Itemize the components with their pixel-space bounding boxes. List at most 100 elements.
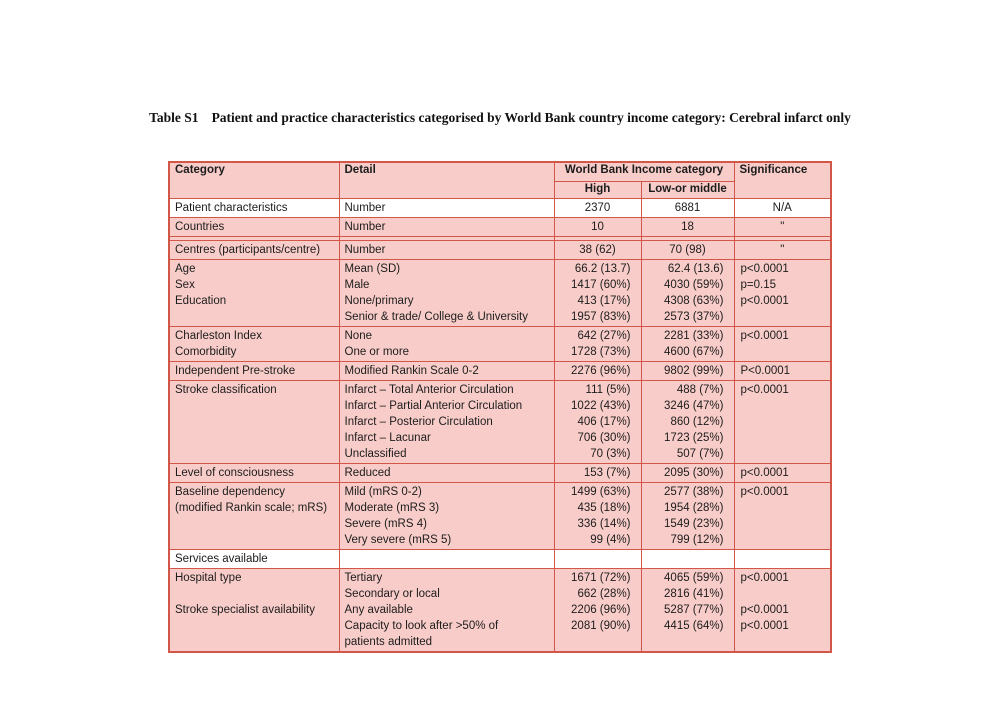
cell-high: 66.2 (13.7) 1417 (60%) 413 (17%) 1957 (83%) bbox=[553, 259, 642, 327]
cell-line: Comorbidity bbox=[175, 346, 237, 358]
cell-low: 62.4 (13.6) 4030 (59%) 4308 (63%) 2573 (37%… bbox=[640, 259, 735, 327]
cell-line: Independent Pre-stroke bbox=[175, 365, 296, 377]
column-header-high: High bbox=[553, 181, 642, 199]
cell-line: 1728 (73%) bbox=[571, 346, 631, 358]
cell-line: Education bbox=[175, 295, 227, 307]
cell-line: 2081 (90%) bbox=[571, 620, 631, 632]
cell-line: 5287 (77%) bbox=[664, 604, 724, 616]
cell-line: Reduced bbox=[344, 467, 391, 479]
cell-detail: Number bbox=[338, 198, 555, 218]
table-row-age-sex-education: Age Sex Education Mean (SD) Male None/primary… bbox=[168, 259, 832, 327]
cell-line: None/primary bbox=[344, 295, 414, 307]
header-row-main: Category Detail World Bank Income catego… bbox=[168, 161, 832, 199]
cell-category: Countries bbox=[168, 217, 340, 237]
cell-line: Number bbox=[344, 202, 386, 214]
cell-line: Services available bbox=[175, 553, 268, 565]
cell-line: N/A bbox=[772, 202, 792, 214]
cell-line: p<0.0001 bbox=[740, 572, 789, 584]
column-header-category: Category bbox=[168, 161, 340, 199]
cell-line: 4030 (59%) bbox=[664, 279, 724, 291]
cell-category: Baseline dependency (modified Rankin scal… bbox=[168, 482, 340, 550]
cell-line: Male bbox=[344, 279, 370, 291]
cell-line: Mean (SD) bbox=[344, 263, 401, 275]
cell-line: Capacity to look after >50% of bbox=[344, 620, 499, 632]
table-body: Patient characteristics Number 2370 6881 N/A… bbox=[168, 198, 832, 653]
cell-line: 18 bbox=[681, 221, 694, 233]
cell-line: Infarct – Posterior Circulation bbox=[344, 416, 493, 428]
cell-line: p<0.0001 bbox=[740, 295, 789, 307]
cell-line: " bbox=[780, 244, 785, 256]
cell-line: Very severe (mRS 5) bbox=[344, 534, 452, 546]
cell-high: 153 (7%) bbox=[553, 463, 642, 483]
cell-high: 642 (27%) 1728 (73%) bbox=[553, 326, 642, 362]
column-header-income-group: World Bank Income category bbox=[553, 161, 735, 182]
cell-detail: None One or more bbox=[338, 326, 555, 362]
cell-significance: p<0.0001 p<0.0001 p<0.0001 bbox=[733, 568, 832, 653]
cell-line: Level of consciousness bbox=[175, 467, 294, 479]
table-caption-label: Table S1 bbox=[149, 110, 199, 125]
cell-line: 860 (12%) bbox=[670, 416, 724, 428]
table-row-hospital-type-specialist: Hospital type Stroke specialist availabi… bbox=[168, 568, 832, 653]
cell-low: 2281 (33%) 4600 (67%) bbox=[640, 326, 735, 362]
cell-line: p<0.0001 bbox=[740, 486, 789, 498]
cell-significance: " bbox=[733, 240, 832, 260]
cell-category: Independent Pre-stroke bbox=[168, 361, 340, 381]
column-header-significance: Significance bbox=[733, 161, 832, 199]
cell-low: 488 (7%) 3246 (47%) 860 (12%) 1723 (25%) 507… bbox=[640, 380, 735, 464]
cell-line: 6881 bbox=[674, 202, 701, 214]
column-header-low: Low-or middle bbox=[640, 181, 735, 199]
cell-high: 2276 (96%) bbox=[553, 361, 642, 381]
cell-line: Secondary or local bbox=[344, 588, 440, 600]
cell-detail: Tertiary Secondary or local Any available C… bbox=[338, 568, 555, 653]
cell-line: 4308 (63%) bbox=[664, 295, 724, 307]
cell-line: 435 (18%) bbox=[577, 502, 631, 514]
cell-line: 799 (12%) bbox=[670, 534, 724, 546]
cell-significance: N/A bbox=[733, 198, 832, 218]
cell-line: Age bbox=[175, 263, 196, 275]
cell-line: Severe (mRS 4) bbox=[344, 518, 427, 530]
cell-low: 2095 (30%) bbox=[640, 463, 735, 483]
cell-line: Any available bbox=[344, 604, 413, 616]
cell-significance: p<0.0001 bbox=[733, 380, 832, 464]
cell-line: 4065 (59%) bbox=[664, 572, 724, 584]
cell-detail: Mild (mRS 0-2) Moderate (mRS 3) Severe (mR… bbox=[338, 482, 555, 550]
cell-significance: p<0.0001 bbox=[733, 463, 832, 483]
cell-line: 1671 (72%) bbox=[571, 572, 631, 584]
table-row-centres: Centres (participants/centre) Number 38 (6… bbox=[168, 240, 832, 260]
table-row-patient-characteristics: Patient characteristics Number 2370 6881 N/A bbox=[168, 198, 832, 218]
cell-line: 66.2 (13.7) bbox=[574, 263, 631, 275]
cell-line: Number bbox=[344, 221, 386, 233]
cell-significance: P<0.0001 bbox=[733, 361, 832, 381]
cell-line: Unclassified bbox=[344, 448, 407, 460]
cell-line: Charleston Index bbox=[175, 330, 262, 342]
cell-line: 1022 (43%) bbox=[571, 400, 631, 412]
cell-category: Hospital type Stroke specialist availabi… bbox=[168, 568, 340, 653]
cell-line: 70 (98) bbox=[669, 244, 706, 256]
cell-line: 706 (30%) bbox=[577, 432, 631, 444]
cell-line: Baseline dependency bbox=[175, 486, 285, 498]
table-caption: Table S1 Patient and practice characteris… bbox=[0, 110, 1000, 126]
cell-line: 70 (3%) bbox=[590, 448, 631, 460]
cell-line: 1723 (25%) bbox=[664, 432, 724, 444]
cell-detail: Number bbox=[338, 240, 555, 260]
cell-category: Charleston Index Comorbidity bbox=[168, 326, 340, 362]
cell-category: Stroke classification bbox=[168, 380, 340, 464]
table-row-baseline-dependency: Baseline dependency (modified Rankin scal… bbox=[168, 482, 832, 550]
cell-significance: p<0.0001 p=0.15 p<0.0001 bbox=[733, 259, 832, 327]
cell-line: p<0.0001 bbox=[740, 604, 789, 616]
cell-high: 1499 (63%) 435 (18%) 336 (14%) 99 (4%) bbox=[553, 482, 642, 550]
cell-line: 99 (4%) bbox=[590, 534, 631, 546]
column-header-detail: Detail bbox=[338, 161, 555, 199]
cell-line: Centres (participants/centre) bbox=[175, 244, 321, 256]
cell-line: 488 (7%) bbox=[676, 384, 724, 396]
cell-line: None bbox=[344, 330, 373, 342]
cell-line: 1549 (23%) bbox=[664, 518, 724, 530]
cell-line: Patient characteristics bbox=[175, 202, 288, 214]
cell-significance: p<0.0001 bbox=[733, 326, 832, 362]
cell-high: 111 (5%) 1022 (43%) 406 (17%) 706 (30%) 70 (… bbox=[553, 380, 642, 464]
cell-line bbox=[175, 586, 334, 602]
cell-low: 18 bbox=[640, 217, 735, 237]
cell-line: 10 bbox=[591, 221, 604, 233]
table-row-services-available: Services available bbox=[168, 549, 832, 569]
cell-category: Patient characteristics bbox=[168, 198, 340, 218]
